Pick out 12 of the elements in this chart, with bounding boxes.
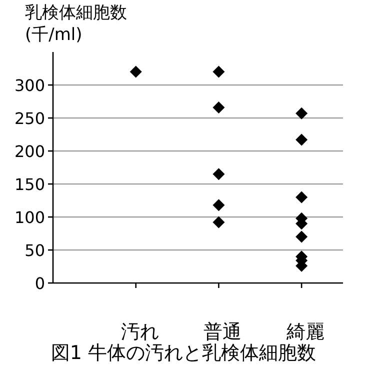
y-tick-label: 200 [14,142,45,161]
y-tick-label: 100 [14,208,45,227]
y-tick-label: 50 [24,241,45,260]
x-tick-label: 綺麗 [286,321,325,343]
text: 図1 牛体の汚れと乳検体細胞数 [50,341,318,366]
x-tick-label: 汚れ [120,321,159,343]
y-tick-label: 300 [14,76,45,95]
y-tick-label: 250 [14,109,45,128]
x-tick-label: 普通 [204,321,242,343]
y-tick-label: 0 [34,274,45,293]
y-tick-label: 150 [14,175,45,194]
y-axis-title: 乳検体細胞数(千/ml) [25,2,128,46]
